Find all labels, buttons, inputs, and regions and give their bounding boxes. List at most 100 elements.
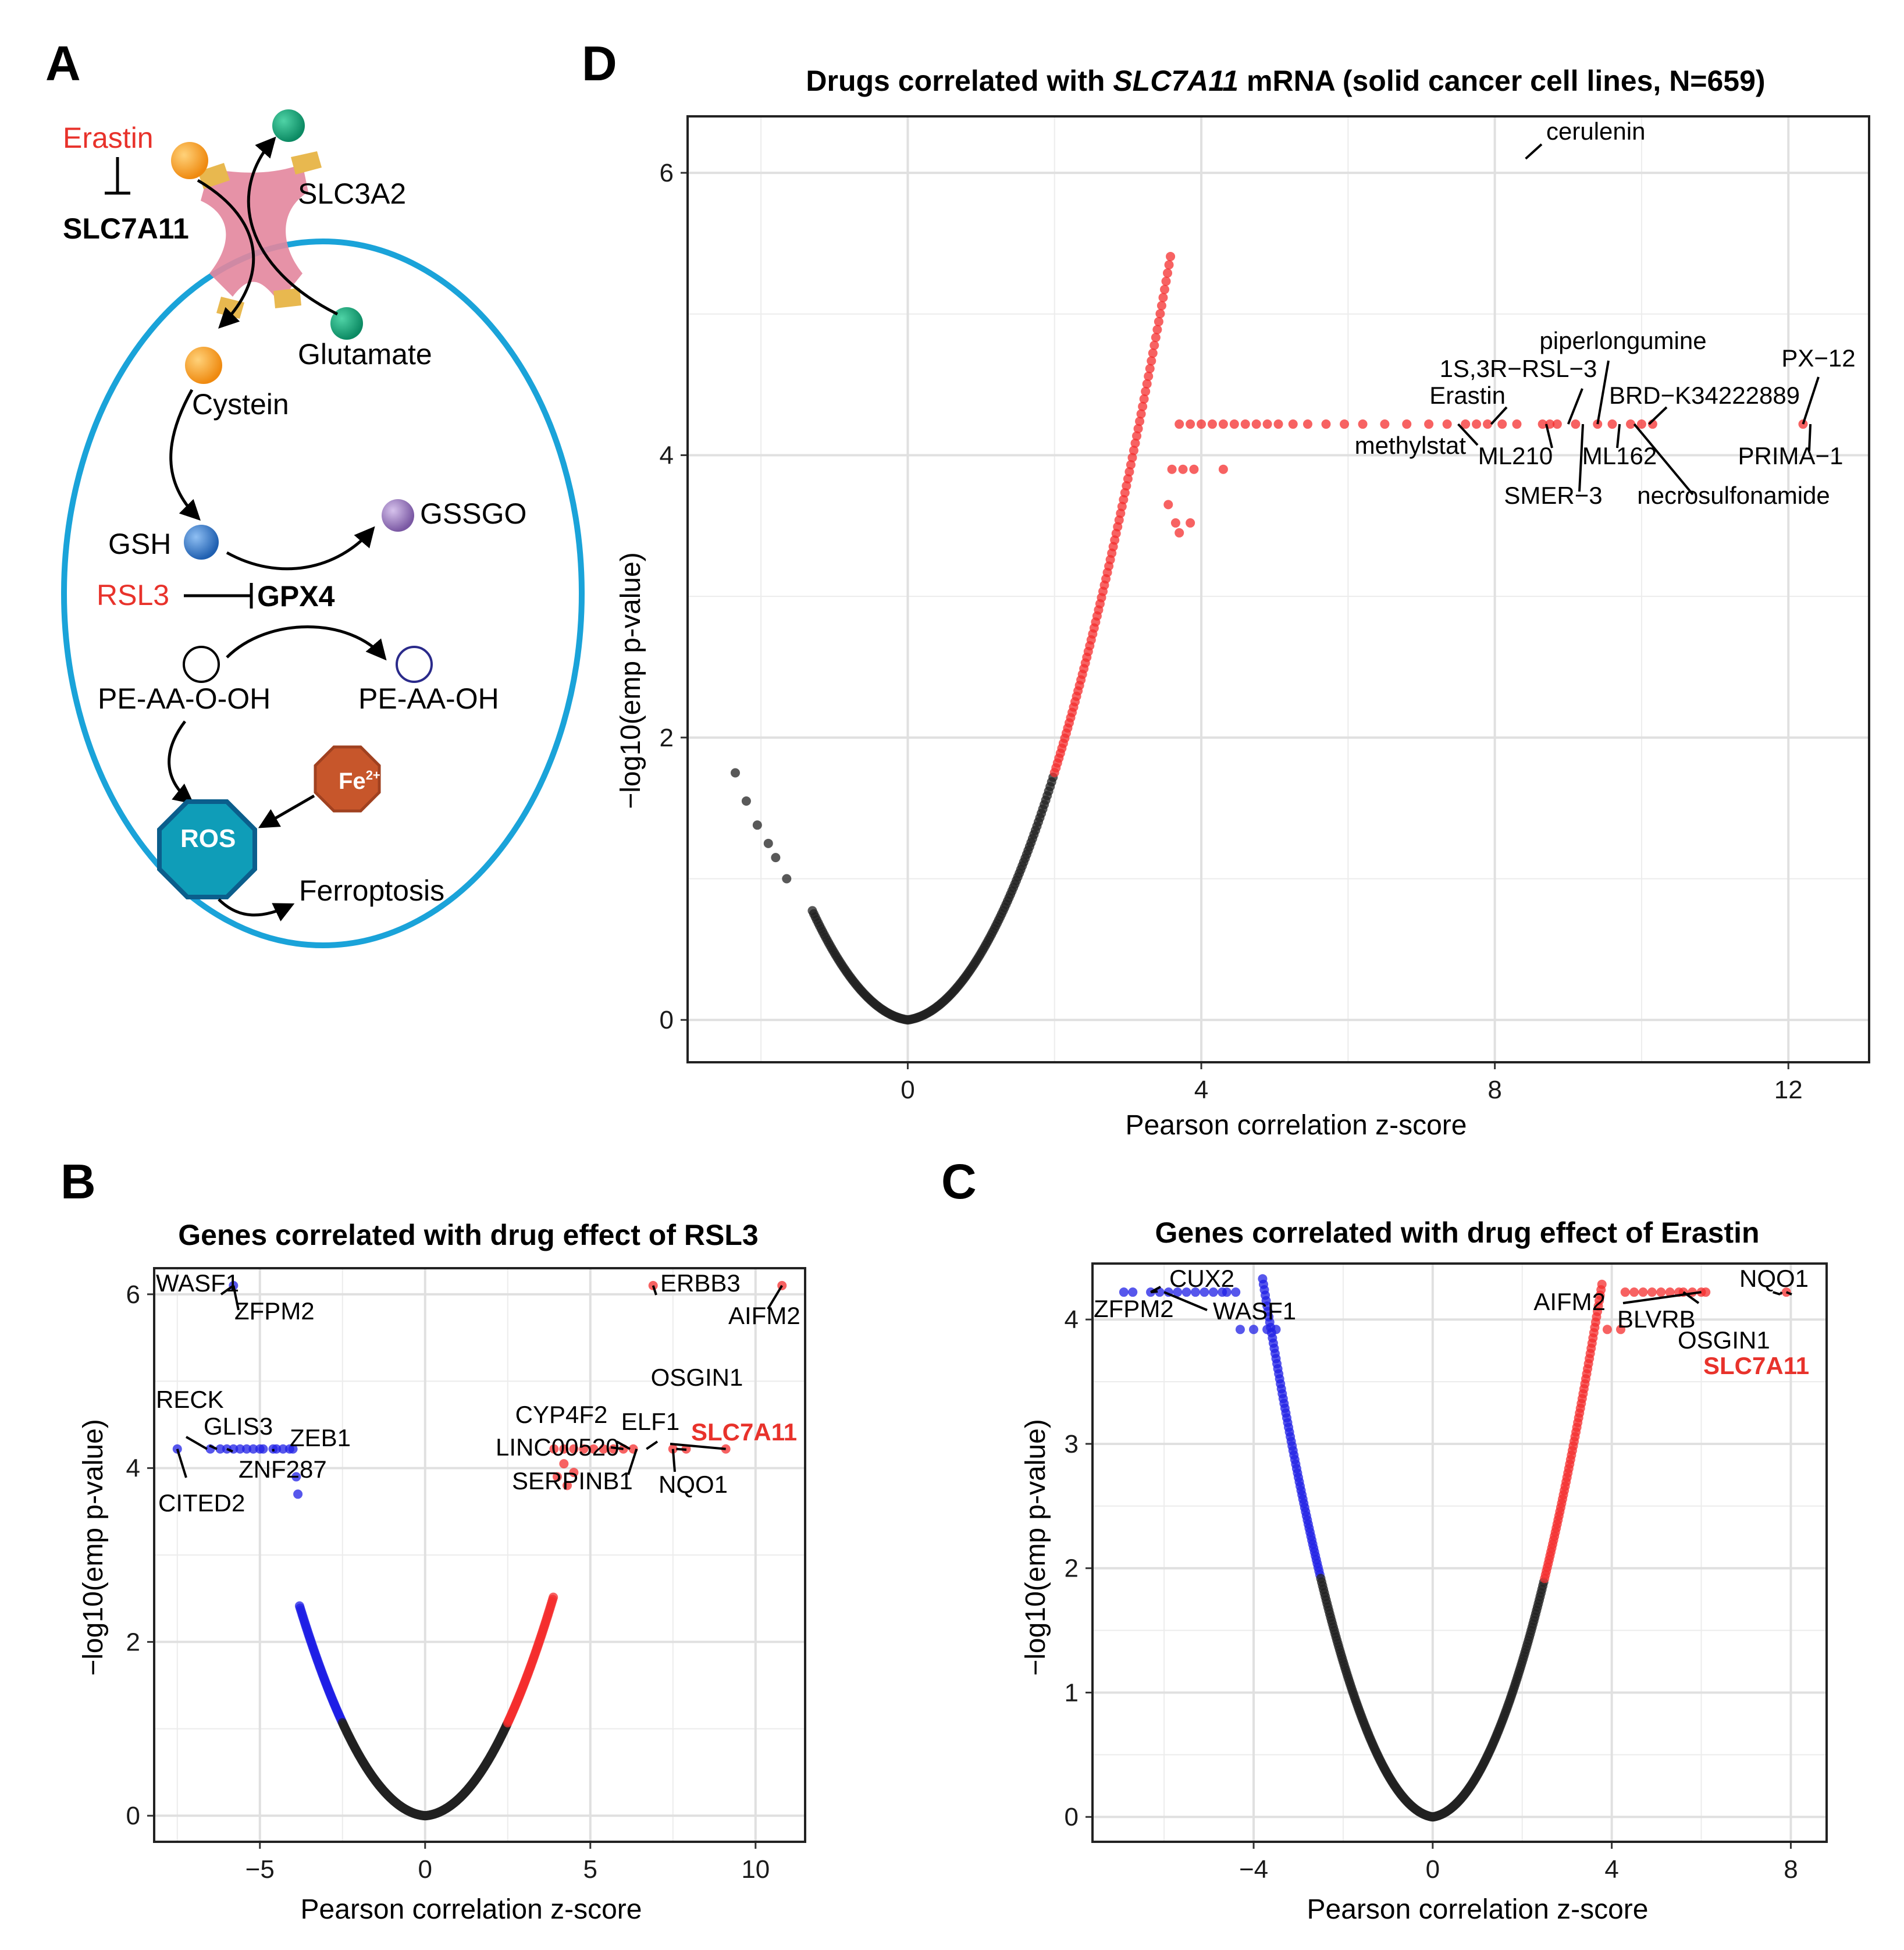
label-leader-line bbox=[1457, 423, 1479, 446]
point-label: SERPINB1 bbox=[512, 1467, 633, 1494]
y-tick-label: 0 bbox=[1065, 1803, 1079, 1831]
panel-letter-c: C bbox=[941, 1154, 977, 1209]
x-tick-label: 0 bbox=[901, 1076, 914, 1104]
data-point bbox=[1120, 488, 1130, 498]
point-label: cerulenin bbox=[1546, 118, 1645, 145]
data-point bbox=[549, 1444, 559, 1454]
point-label: SLC7A11 bbox=[691, 1418, 797, 1446]
data-point bbox=[1597, 1279, 1607, 1289]
point-label: OSGIN1 bbox=[651, 1364, 743, 1391]
data-point bbox=[1155, 309, 1165, 319]
point-label: ZFPM2 bbox=[1094, 1295, 1174, 1322]
data-point bbox=[559, 1444, 569, 1454]
data-point bbox=[1159, 284, 1169, 294]
data-point bbox=[1442, 419, 1452, 429]
data-point bbox=[1175, 419, 1184, 429]
data-point bbox=[1138, 401, 1148, 411]
point-label: PRIMA−1 bbox=[1738, 442, 1844, 469]
label-leader-line bbox=[627, 1449, 638, 1475]
chart-d-xlabel: Pearson correlation z-score bbox=[1126, 1110, 1467, 1141]
y-tick-label: 4 bbox=[1065, 1305, 1079, 1334]
chart-d-title: Drugs correlated with SLC7A11 mRNA (soli… bbox=[806, 65, 1765, 97]
data-point bbox=[1231, 1287, 1241, 1297]
y-tick-label: 1 bbox=[1065, 1678, 1079, 1707]
data-point bbox=[1701, 1287, 1711, 1297]
data-point bbox=[549, 1592, 558, 1602]
gsh-to-gssg-arrow bbox=[226, 526, 375, 571]
data-point bbox=[1154, 316, 1163, 326]
data-point bbox=[1218, 419, 1228, 429]
data-point bbox=[1135, 417, 1145, 426]
pe-aa-o-oh-icon bbox=[183, 646, 220, 683]
point-label: SLC7A11 bbox=[1703, 1352, 1809, 1379]
point-label: CYP4F2 bbox=[515, 1401, 608, 1428]
data-point bbox=[1133, 424, 1143, 433]
data-point bbox=[741, 796, 751, 806]
data-point bbox=[284, 1444, 294, 1454]
data-point bbox=[1186, 419, 1195, 429]
ros-icon bbox=[157, 799, 257, 899]
label-leader-line bbox=[1773, 1291, 1781, 1296]
y-tick-label: 2 bbox=[1065, 1554, 1079, 1583]
data-point bbox=[1638, 1287, 1648, 1297]
data-point bbox=[1147, 356, 1156, 366]
label-leader-line bbox=[1633, 423, 1694, 496]
rsl3-label: RSL3 bbox=[97, 579, 169, 611]
data-point bbox=[1321, 419, 1331, 429]
point-label: BLVRB bbox=[1617, 1305, 1696, 1333]
data-point bbox=[1571, 419, 1581, 429]
data-point bbox=[1200, 1287, 1209, 1297]
x-tick-label: 0 bbox=[1426, 1855, 1440, 1884]
fe-icon bbox=[314, 745, 381, 813]
chart-b-title: Genes correlated with drug effect of RSL… bbox=[178, 1219, 758, 1251]
data-point bbox=[1207, 419, 1217, 429]
point-label: PX−12 bbox=[1781, 344, 1855, 372]
data-point bbox=[1602, 1325, 1612, 1335]
data-point bbox=[1607, 419, 1617, 429]
data-point bbox=[1158, 293, 1168, 303]
label-leader-line bbox=[185, 1436, 208, 1450]
label-leader-line bbox=[671, 1449, 676, 1472]
label-leader-line bbox=[767, 1284, 783, 1310]
chart-c-xlabel: Pearson correlation z-score bbox=[1307, 1894, 1649, 1925]
data-point bbox=[1122, 481, 1131, 491]
label-leader-line bbox=[1785, 1291, 1792, 1296]
data-point bbox=[1616, 1325, 1626, 1335]
data-point bbox=[1358, 419, 1368, 429]
data-point bbox=[1149, 340, 1159, 350]
data-point bbox=[1461, 419, 1471, 429]
label-leader-line bbox=[1567, 388, 1583, 425]
point-label: LINC00520 bbox=[496, 1433, 619, 1461]
label-leader-line bbox=[1545, 424, 1553, 449]
data-point bbox=[1163, 500, 1173, 510]
label-leader-line bbox=[1596, 360, 1610, 425]
fe-label: Fe2+ bbox=[339, 768, 380, 794]
x-tick-label: −5 bbox=[245, 1855, 275, 1884]
point-label: CUX2 bbox=[1169, 1265, 1234, 1292]
data-point bbox=[579, 1444, 589, 1454]
data-point bbox=[782, 874, 792, 884]
data-point bbox=[1249, 1325, 1259, 1335]
data-point bbox=[1156, 301, 1166, 311]
y-tick-label: 4 bbox=[660, 441, 674, 469]
point-label: GLIS3 bbox=[204, 1412, 273, 1440]
point-label: ML162 bbox=[1582, 442, 1657, 469]
data-point bbox=[1656, 1287, 1666, 1297]
data-point bbox=[1124, 467, 1134, 477]
label-leader-line bbox=[1779, 1291, 1783, 1296]
cystine-import-arrow bbox=[197, 179, 255, 329]
point-label: CITED2 bbox=[158, 1489, 245, 1517]
data-point bbox=[1208, 1287, 1218, 1297]
panel-b: B Genes correlated with drug effect of R… bbox=[60, 1154, 806, 1925]
x-tick-label: −4 bbox=[1239, 1855, 1268, 1884]
data-point bbox=[1164, 260, 1174, 270]
data-point bbox=[771, 853, 781, 863]
data-point bbox=[1181, 1287, 1191, 1297]
data-point bbox=[291, 1472, 301, 1482]
label-leader-line bbox=[1525, 143, 1543, 160]
data-point bbox=[1170, 518, 1180, 528]
label-leader-line bbox=[1808, 424, 1812, 451]
data-point bbox=[1222, 1287, 1232, 1297]
data-point bbox=[1119, 1287, 1129, 1297]
gpx4-reduction-arrow bbox=[226, 625, 387, 661]
